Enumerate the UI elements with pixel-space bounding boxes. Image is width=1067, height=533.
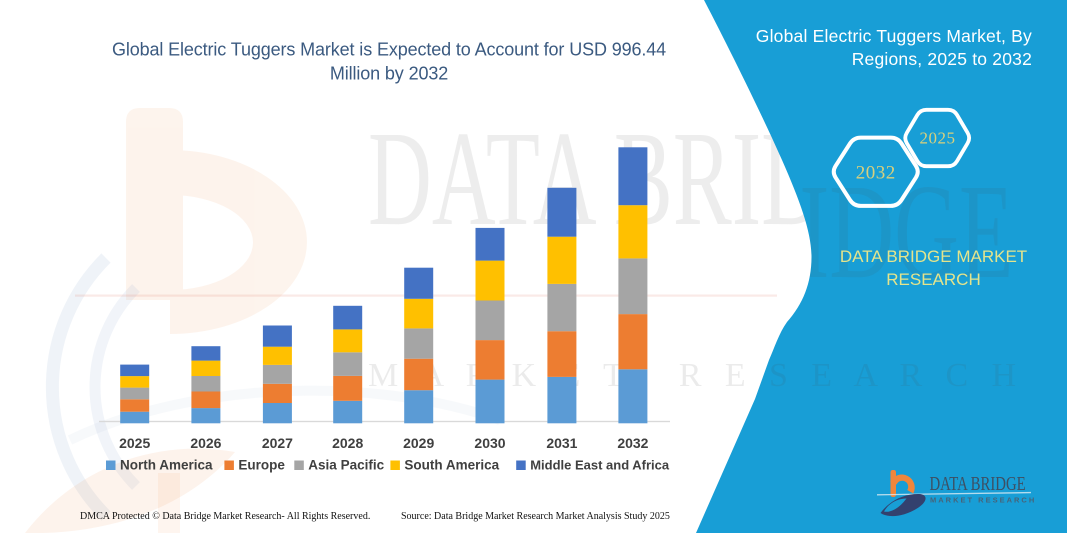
- svg-text:2029: 2029: [403, 435, 434, 451]
- svg-text:Million by 2032: Million by 2032: [330, 64, 448, 84]
- svg-text:Asia Pacific: Asia Pacific: [308, 458, 384, 473]
- svg-text:Middle East and Africa: Middle East and Africa: [530, 458, 670, 473]
- svg-text:2025: 2025: [119, 435, 150, 451]
- svg-text:Europe: Europe: [238, 458, 285, 473]
- svg-text:2026: 2026: [190, 435, 221, 451]
- svg-text:2027: 2027: [262, 435, 293, 451]
- svg-text:Regions, 2025 to 2032: Regions, 2025 to 2032: [852, 49, 1032, 69]
- svg-text:2028: 2028: [332, 435, 363, 451]
- svg-text:2031: 2031: [546, 435, 577, 451]
- svg-text:DATA BRIDGE: DATA BRIDGE: [930, 472, 1026, 495]
- svg-text:2032: 2032: [856, 163, 896, 184]
- svg-text:Global Electric Tuggers Market: Global Electric Tuggers Market is Expect…: [112, 40, 666, 60]
- svg-text:North America: North America: [120, 458, 213, 473]
- svg-text:DATA BRIDGE MARKET: DATA BRIDGE MARKET: [840, 247, 1027, 266]
- svg-text:2030: 2030: [474, 435, 505, 451]
- svg-text:Source: Data Bridge Market Res: Source: Data Bridge Market Research Mark…: [401, 511, 670, 522]
- svg-text:MARKET RESEARCH: MARKET RESEARCH: [930, 495, 1036, 504]
- svg-text:Global Electric Tuggers Market: Global Electric Tuggers Market, By: [756, 26, 1032, 46]
- svg-text:2025: 2025: [920, 129, 956, 148]
- svg-text:DMCA Protected © Data Bridge M: DMCA Protected © Data Bridge Market Rese…: [80, 511, 370, 522]
- svg-text:RESEARCH: RESEARCH: [886, 270, 980, 289]
- svg-text:South America: South America: [404, 458, 499, 473]
- svg-text:2032: 2032: [617, 435, 648, 451]
